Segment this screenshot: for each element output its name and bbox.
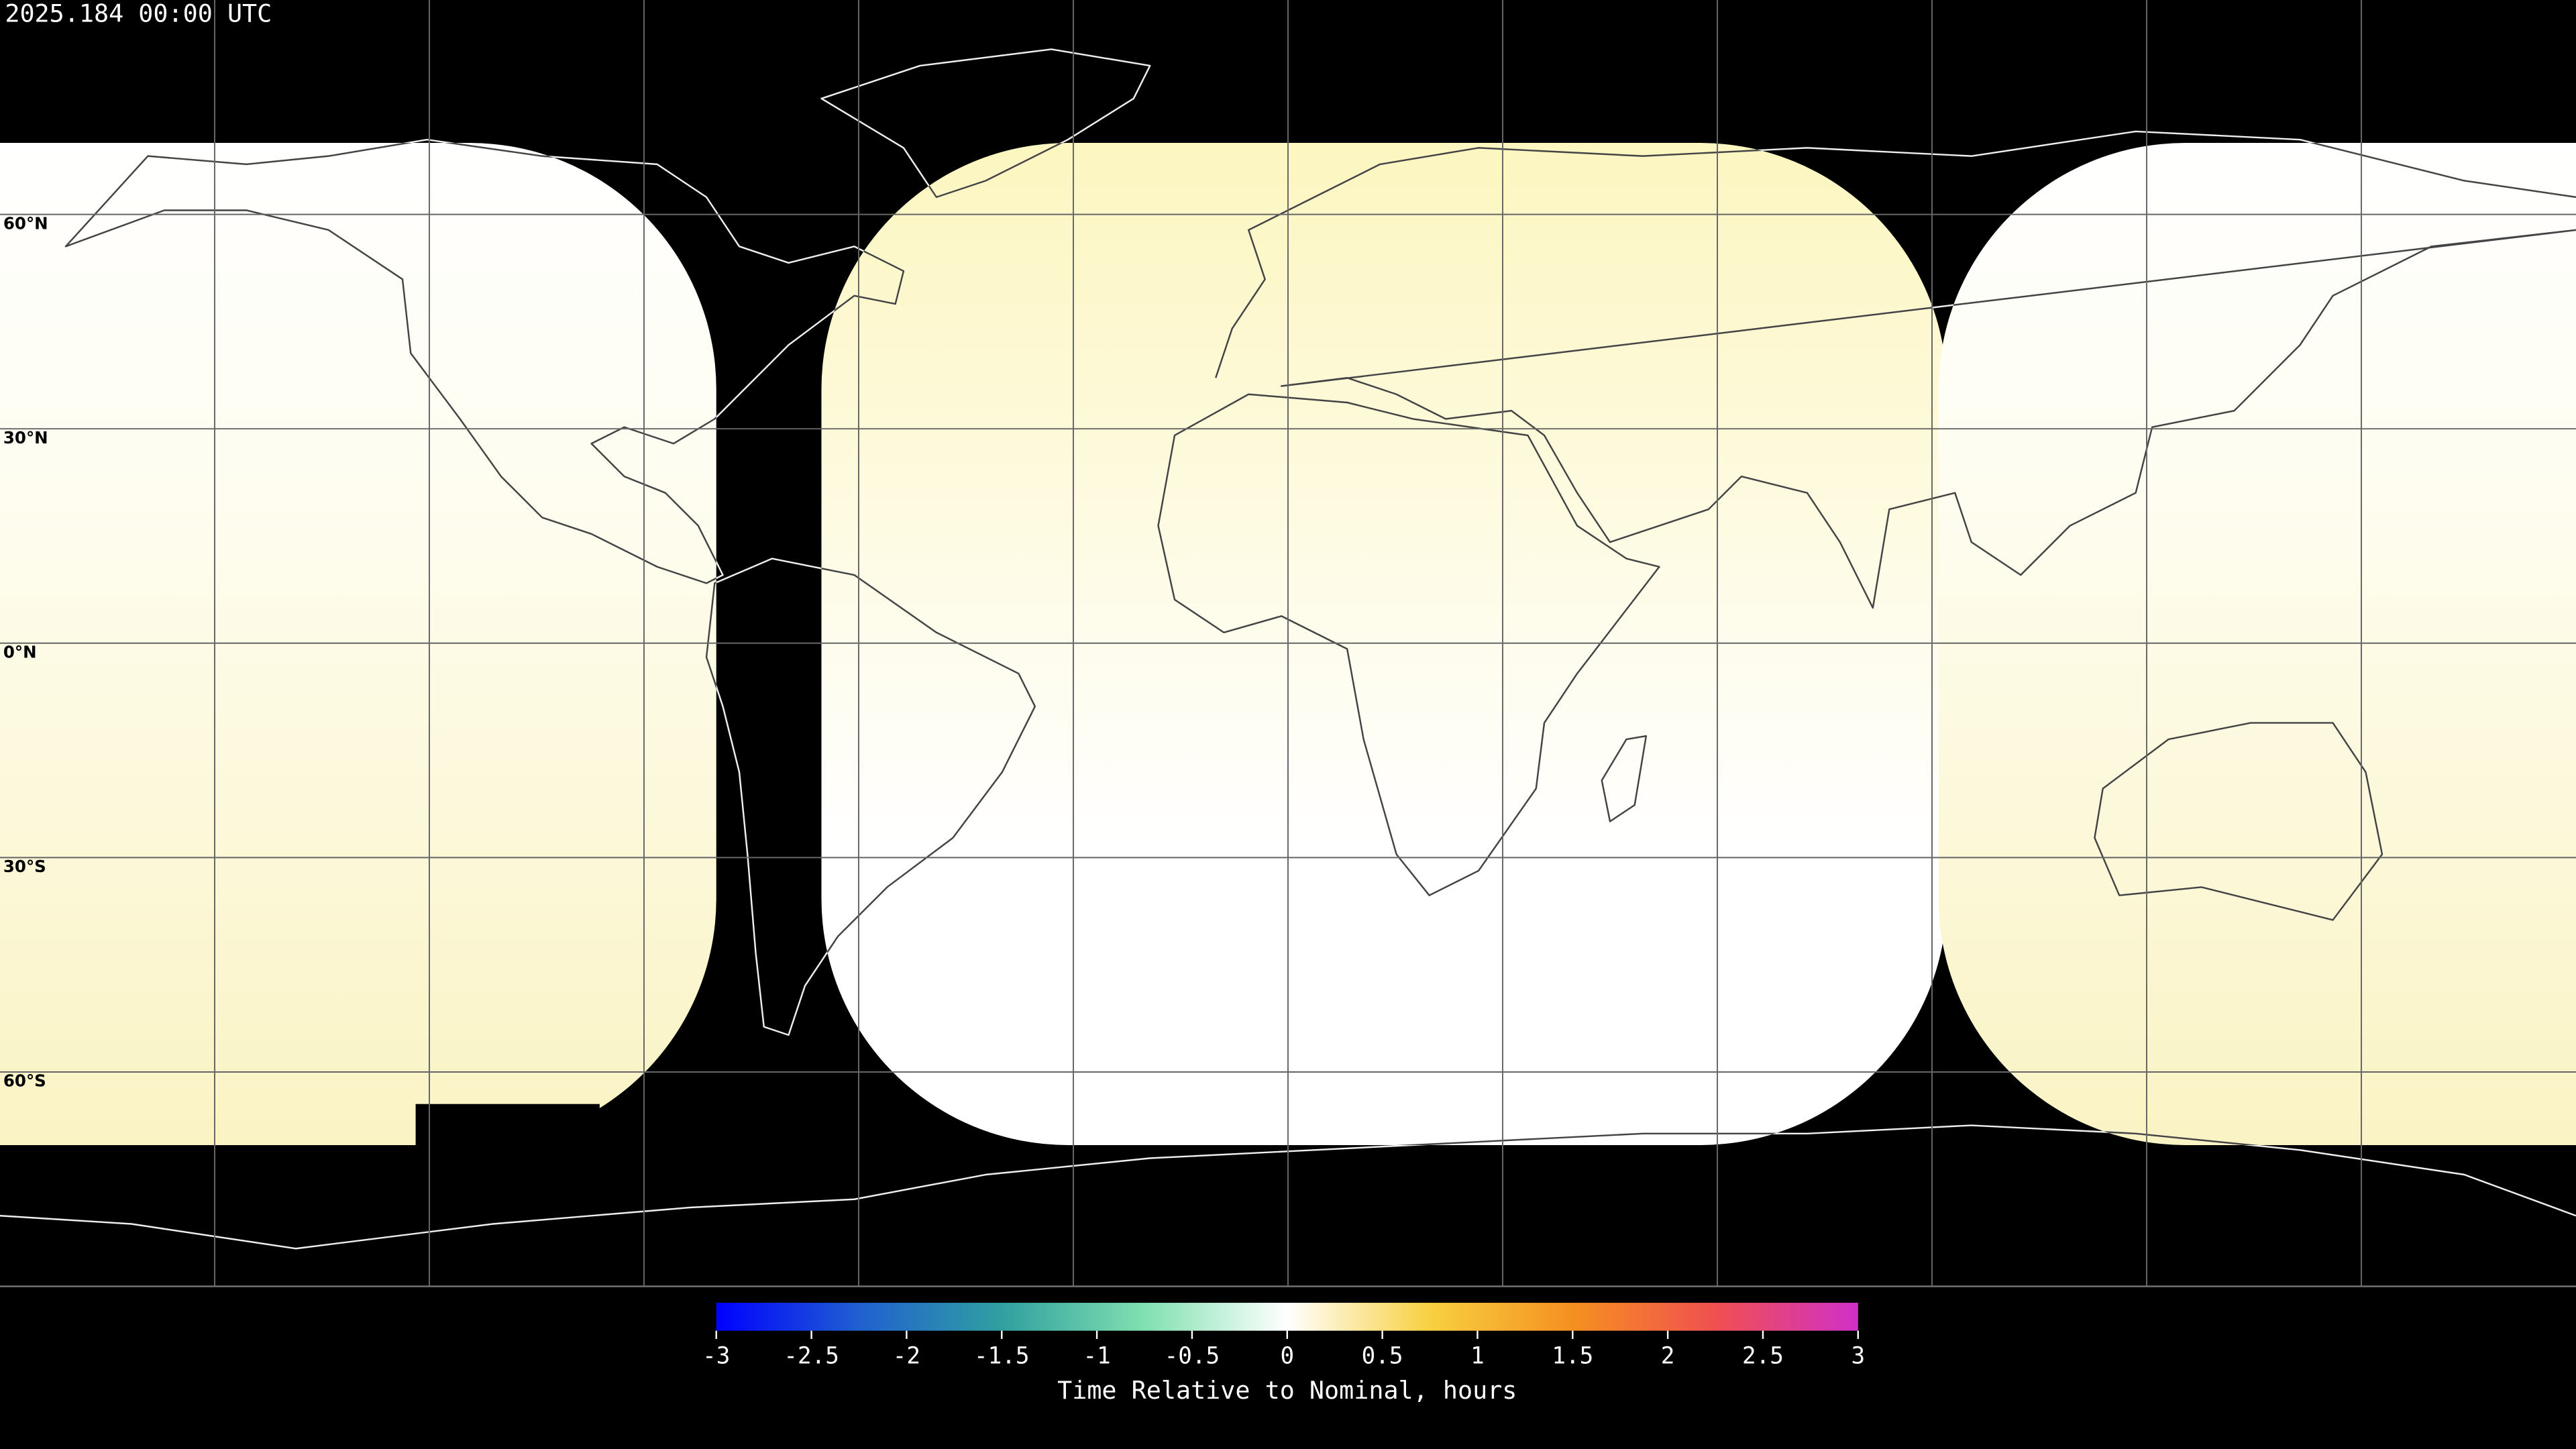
colorbar-tick-label: 0.5: [1362, 1342, 1403, 1369]
coverage-east: [1938, 143, 2576, 1145]
coast-madagascar: [1601, 735, 1648, 822]
coverage: [0, 143, 2576, 1154]
coast-australia: [2094, 722, 2383, 921]
latitude-label: 0°N: [3, 642, 37, 661]
coverage-center: [821, 143, 1947, 1145]
coast-greenland: [820, 48, 1151, 199]
coverage-west: [0, 143, 716, 1145]
colorbar-tick-label: 2: [1661, 1342, 1675, 1369]
colorbar-tick-label: -2: [893, 1342, 920, 1369]
colorbar-tick-label: -1.5: [974, 1342, 1030, 1369]
coast-africa: [1157, 393, 1660, 896]
latitude-label: 60°S: [3, 1071, 46, 1091]
latitude-label: 30°N: [3, 428, 48, 447]
coast-eurasia: [1215, 143, 2576, 609]
coverage-gap: [415, 1104, 600, 1154]
colorbar-tick-label: 3: [1851, 1342, 1865, 1369]
colorbar-tick-label: 1: [1470, 1342, 1485, 1369]
colorbar-tick-label: -3: [702, 1342, 730, 1369]
latitude-label: 30°S: [3, 857, 46, 876]
colorbar-tick-label: -0.5: [1165, 1342, 1220, 1369]
latitude-label: 60°N: [3, 213, 48, 233]
colorbar: -3 -2.5 -2 -1.5 -1 -0.5 0 0.5 1 1.5 2 2.5 3 Time Rela…: [702, 1303, 1865, 1405]
timestamp: 2025.184 00:00 UTC: [5, 0, 272, 28]
colorbar-tick-label: 2.5: [1742, 1342, 1784, 1369]
coast-antarctica: [0, 1124, 2576, 1145]
colorbar-label: Time Relative to Nominal, hours: [1057, 1376, 1517, 1405]
colorbar-tick-label: 1.5: [1552, 1342, 1593, 1369]
latitude-labels: 60°N 30°N 0°N 30°S 60°S: [3, 213, 48, 1090]
colorbar-tick-label: 0: [1280, 1342, 1294, 1369]
graticule: [0, 0, 2576, 1287]
colorbar-tick-label: -2.5: [784, 1342, 839, 1369]
colorbar-tick-label: -1: [1083, 1342, 1110, 1369]
colorbar-bar: [716, 1303, 1858, 1331]
